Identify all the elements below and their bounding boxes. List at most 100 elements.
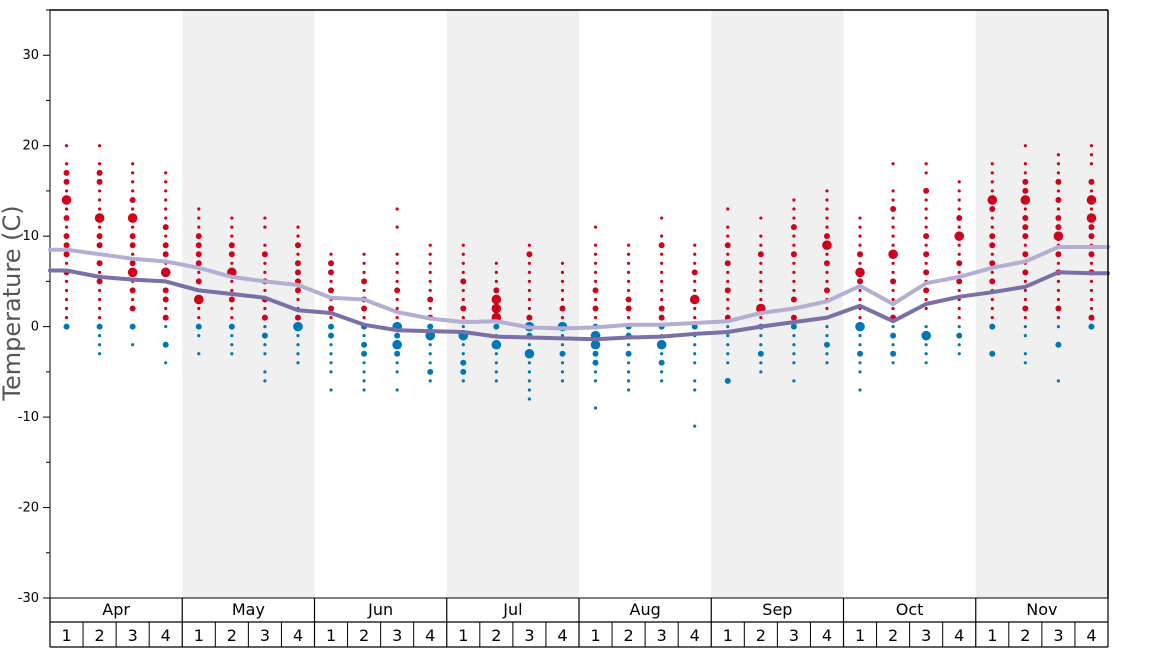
warm-dot bbox=[129, 242, 136, 249]
warm-dot bbox=[461, 252, 465, 256]
cold-dot bbox=[494, 352, 498, 356]
warm-dot bbox=[395, 306, 399, 311]
cold-dot bbox=[658, 359, 665, 366]
warm-dot bbox=[956, 215, 963, 222]
warm-dot bbox=[263, 288, 267, 293]
cold-dot bbox=[296, 334, 300, 338]
cold-dot bbox=[230, 334, 234, 338]
warm-dot bbox=[164, 234, 168, 238]
cold-dot bbox=[527, 379, 532, 383]
shade-band-nov bbox=[975, 10, 1108, 598]
warm-dot bbox=[527, 243, 532, 247]
warm-dot bbox=[1023, 144, 1027, 148]
week-label: 1 bbox=[194, 626, 204, 645]
warm-dot bbox=[989, 242, 996, 249]
warm-dot bbox=[1056, 171, 1061, 175]
cold-dot bbox=[428, 361, 432, 365]
warm-dot bbox=[592, 287, 599, 294]
shade-band-jul bbox=[446, 10, 579, 598]
warm-dot bbox=[64, 162, 69, 166]
cold-dot bbox=[230, 343, 234, 347]
warm-dot bbox=[195, 242, 202, 249]
y-tick-label: -30 bbox=[18, 591, 39, 606]
warm-dot bbox=[825, 252, 829, 256]
warm-dot bbox=[790, 224, 797, 231]
warm-dot bbox=[527, 297, 532, 302]
warm-dot bbox=[230, 288, 234, 293]
warm-dot bbox=[131, 189, 135, 193]
cold-dot bbox=[425, 330, 436, 341]
y-axis-label: Temperature (C) bbox=[0, 205, 26, 401]
week-label: 2 bbox=[95, 626, 105, 645]
cold-dot bbox=[263, 343, 267, 347]
warm-dot bbox=[494, 261, 498, 265]
warm-dot bbox=[1089, 162, 1094, 166]
cold-dot bbox=[296, 361, 300, 365]
warm-dot bbox=[726, 270, 730, 274]
warm-dot bbox=[891, 225, 895, 229]
cold-dot bbox=[362, 379, 366, 383]
cold-dot bbox=[592, 359, 599, 366]
warm-dot bbox=[97, 297, 102, 302]
warm-dot bbox=[294, 314, 301, 321]
warm-dot bbox=[164, 207, 168, 211]
warm-dot bbox=[230, 315, 234, 320]
warm-dot bbox=[230, 225, 234, 229]
week-label: 2 bbox=[756, 626, 766, 645]
cold-dot bbox=[858, 388, 862, 392]
warm-dot bbox=[825, 216, 829, 220]
month-label-apr: Apr bbox=[102, 600, 130, 619]
warm-dot bbox=[1056, 288, 1061, 293]
warm-dot bbox=[1055, 178, 1062, 185]
warm-dot bbox=[494, 279, 498, 283]
cold-dot bbox=[989, 350, 996, 357]
warm-dot bbox=[263, 261, 267, 265]
month-label-jul: Jul bbox=[502, 600, 522, 619]
warm-dot bbox=[1056, 297, 1061, 302]
cold-dot bbox=[1055, 341, 1062, 348]
warm-dot bbox=[61, 195, 72, 205]
warm-dot bbox=[395, 270, 399, 274]
warm-dot bbox=[1056, 261, 1061, 265]
cold-dot bbox=[427, 368, 434, 375]
warm-dot bbox=[757, 251, 764, 258]
warm-dot bbox=[263, 306, 267, 311]
warm-dot bbox=[131, 180, 135, 184]
cold-dot bbox=[890, 350, 897, 357]
warm-dot bbox=[1055, 251, 1062, 258]
warm-dot bbox=[658, 314, 665, 321]
warm-dot bbox=[890, 206, 897, 213]
cold-dot bbox=[362, 361, 366, 365]
warm-dot bbox=[957, 198, 961, 202]
warm-dot bbox=[1089, 306, 1094, 311]
cold-dot bbox=[693, 424, 697, 428]
week-label: 3 bbox=[789, 626, 799, 645]
warm-dot bbox=[559, 305, 566, 312]
warm-dot bbox=[1055, 305, 1062, 312]
cold-dot bbox=[792, 343, 796, 347]
warm-dot bbox=[294, 242, 301, 249]
cold-dot bbox=[527, 361, 532, 365]
warm-dot bbox=[759, 243, 763, 247]
cold-dot bbox=[1023, 352, 1027, 356]
warm-dot bbox=[724, 242, 731, 249]
month-label-nov: Nov bbox=[1026, 600, 1057, 619]
warm-dot bbox=[329, 252, 333, 256]
week-label: 4 bbox=[822, 626, 832, 645]
warm-dot bbox=[461, 243, 465, 247]
week-label: 3 bbox=[921, 626, 931, 645]
warm-dot bbox=[64, 315, 69, 320]
cold-dot bbox=[592, 350, 599, 357]
warm-dot bbox=[626, 288, 631, 293]
week-label: 4 bbox=[425, 626, 435, 645]
warm-dot bbox=[296, 225, 300, 229]
warm-dot bbox=[164, 306, 168, 311]
warm-dot bbox=[160, 267, 171, 278]
warm-dot bbox=[957, 243, 961, 247]
cold-dot bbox=[494, 379, 498, 383]
warm-dot bbox=[989, 260, 996, 267]
warm-dot bbox=[460, 278, 467, 285]
warm-dot bbox=[790, 314, 797, 321]
week-label: 1 bbox=[855, 626, 865, 645]
cold-dot bbox=[263, 379, 267, 383]
